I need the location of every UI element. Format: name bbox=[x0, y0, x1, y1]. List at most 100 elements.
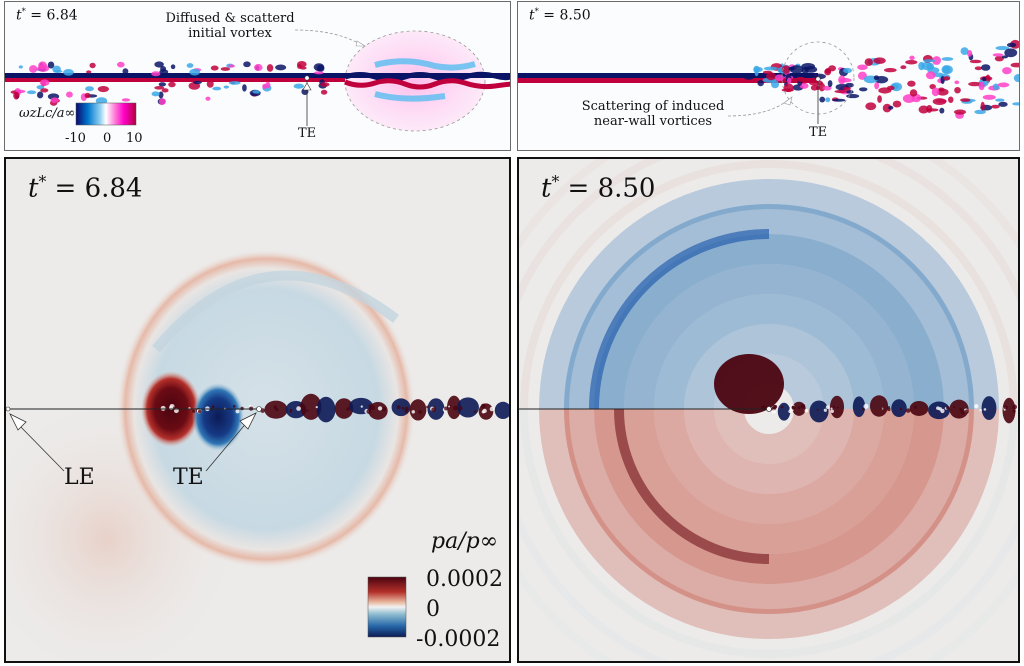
vortex-eddy bbox=[883, 67, 897, 73]
vortex-eddy bbox=[865, 102, 877, 111]
vortex-eddy bbox=[948, 96, 954, 103]
vortex-eddy bbox=[297, 64, 302, 69]
vortex-eddy bbox=[939, 107, 945, 114]
vortex-eddy bbox=[66, 91, 73, 98]
le-arrow-icon bbox=[9, 413, 27, 431]
pressure-blob bbox=[928, 401, 950, 420]
vortex-eddy bbox=[873, 57, 886, 64]
wake-speck bbox=[289, 408, 293, 412]
wake-speck bbox=[771, 409, 776, 414]
vortex-eddy bbox=[161, 88, 169, 93]
vortex-eddy bbox=[882, 103, 892, 113]
vortex-eddy bbox=[787, 77, 792, 84]
vortex-eddy bbox=[151, 71, 161, 77]
acoustic-ring-lower bbox=[519, 513, 1018, 661]
acoustic-ring-upper bbox=[520, 160, 1018, 410]
colorbar-tick: -0.0002 bbox=[416, 627, 501, 652]
wake-speck bbox=[473, 410, 477, 414]
te-label: TE bbox=[298, 126, 317, 141]
te-leader-line bbox=[205, 420, 249, 472]
te-arrow-icon bbox=[239, 412, 257, 430]
vortex-eddy bbox=[26, 90, 37, 95]
vortex-eddy bbox=[941, 65, 951, 75]
vortex-eddy bbox=[931, 87, 940, 97]
vortex-eddy bbox=[84, 92, 91, 99]
vortex-eddy bbox=[1004, 48, 1018, 58]
vortex-eddy bbox=[52, 65, 61, 73]
wake-speck bbox=[780, 405, 784, 409]
acoustic-ring-lower bbox=[624, 408, 914, 554]
vortex-eddy bbox=[932, 98, 947, 105]
vortex-eddy bbox=[974, 66, 983, 71]
vortex-eddy bbox=[953, 109, 967, 115]
pressure-blob bbox=[316, 396, 336, 423]
wake-pressure-blobs bbox=[760, 395, 1018, 424]
wake-speck bbox=[273, 405, 277, 409]
wake-speck bbox=[346, 407, 350, 411]
vortex-eddy bbox=[242, 84, 247, 92]
wake-speck bbox=[401, 406, 405, 410]
annotation-arrow bbox=[727, 99, 789, 117]
vortex-eddy bbox=[941, 57, 954, 61]
wake-speck bbox=[953, 406, 956, 409]
vortex-eddy bbox=[186, 63, 194, 68]
time-label: t* = 6.84 bbox=[28, 173, 143, 204]
vortex-eddy bbox=[95, 97, 108, 105]
wake-pressure-blobs bbox=[160, 393, 509, 423]
wake-speck bbox=[816, 408, 819, 411]
vorticity-field-t684 bbox=[5, 29, 510, 132]
vortex-eddy bbox=[766, 72, 776, 81]
vortex-eddy bbox=[843, 67, 852, 74]
wake-speck bbox=[275, 408, 279, 412]
vortex-eddy bbox=[978, 81, 985, 91]
vortex-eddy bbox=[40, 88, 49, 93]
vortex-eddy bbox=[1013, 74, 1019, 83]
vortex-eddy bbox=[838, 75, 846, 85]
vortex-eddy bbox=[168, 81, 176, 88]
wake-speck bbox=[396, 405, 401, 410]
vortex-eddy bbox=[995, 98, 1005, 102]
pressure-blob bbox=[494, 401, 509, 419]
vortex-eddy bbox=[223, 85, 229, 89]
vortex-eddy bbox=[918, 105, 929, 114]
vortex-eddy bbox=[801, 67, 809, 74]
acoustic-ring-upper bbox=[564, 204, 974, 410]
wake-speck bbox=[791, 405, 796, 410]
vortex-eddy bbox=[888, 105, 894, 110]
acoustic-ring-lower bbox=[594, 408, 944, 584]
time-label: t* = 8.50 bbox=[541, 173, 656, 204]
wake-speck bbox=[905, 408, 911, 413]
vortex-dashed-ellipse bbox=[344, 30, 486, 132]
vortex-eddy bbox=[228, 81, 241, 85]
vortex-eddy bbox=[827, 80, 833, 88]
wake-speck bbox=[315, 405, 318, 409]
wake-speck bbox=[232, 405, 236, 408]
vortex-eddy bbox=[799, 82, 809, 89]
vortex-eddy bbox=[39, 79, 50, 86]
vortex-eddy bbox=[864, 58, 873, 67]
wake-speck bbox=[482, 408, 487, 414]
wake-speck bbox=[880, 407, 883, 410]
vortex-eddy bbox=[220, 67, 231, 71]
te-marker bbox=[766, 406, 772, 412]
vortex-eddy bbox=[50, 97, 59, 103]
vortex-eddy bbox=[212, 86, 222, 91]
vortex-eddy bbox=[97, 86, 110, 93]
acoustic-ring-lower bbox=[684, 408, 854, 494]
vortex-eddy bbox=[275, 64, 287, 71]
vortex-eddy bbox=[313, 63, 325, 72]
vortex-eddy bbox=[981, 64, 991, 71]
vortex-eddy bbox=[36, 85, 45, 90]
vortex-eddy bbox=[86, 70, 92, 74]
vortex-eddy bbox=[320, 89, 328, 95]
vortex-eddy bbox=[905, 59, 918, 65]
vortex-eddy bbox=[795, 76, 806, 82]
vortex-eddy bbox=[892, 100, 902, 108]
wake-speck bbox=[426, 405, 429, 409]
vortex-eddy bbox=[810, 84, 819, 91]
wake-speck bbox=[211, 405, 215, 408]
vortex-eddy bbox=[923, 59, 936, 63]
vortex-eddy bbox=[158, 98, 166, 105]
vorticity-panel-t684: t* = 6.84 Diffused & scatterd initial vo… bbox=[4, 1, 511, 151]
wake-speck bbox=[887, 407, 891, 412]
